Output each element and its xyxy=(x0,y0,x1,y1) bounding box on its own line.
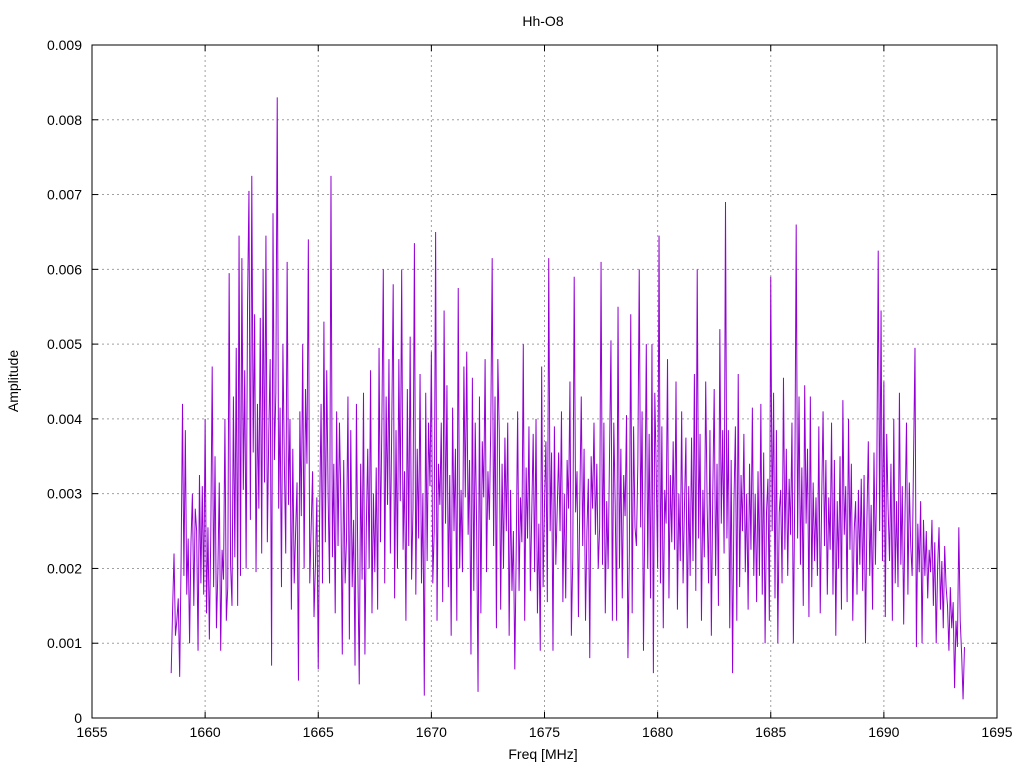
y-tick-label: 0.007 xyxy=(47,187,82,203)
x-tick-label: 1690 xyxy=(868,724,899,740)
x-tick-label: 1665 xyxy=(303,724,334,740)
y-tick-label: 0.005 xyxy=(47,336,82,352)
y-tick-label: 0.002 xyxy=(47,560,82,576)
series-layer xyxy=(170,97,965,700)
tick-labels: 1655 1660 1665 1670 1675 1680 1685 1690 1695 0 0.0… xyxy=(47,37,1013,740)
y-tick-label: 0.009 xyxy=(47,37,82,53)
x-axis-label: Freq [MHz] xyxy=(508,746,577,762)
y-tick-label: 0.004 xyxy=(47,411,82,427)
y-tick-label: 0.008 xyxy=(47,112,82,128)
x-tick-label: 1675 xyxy=(529,724,560,740)
x-tick-label: 1680 xyxy=(642,724,673,740)
x-tick-label: 1670 xyxy=(416,724,447,740)
x-tick-label: 1660 xyxy=(190,724,221,740)
x-tick-label: 1695 xyxy=(981,724,1012,740)
x-tick-label: 1685 xyxy=(755,724,786,740)
x-tick-label: 1655 xyxy=(76,724,107,740)
axis-ticks xyxy=(91,44,998,719)
y-tick-label: 0.003 xyxy=(47,486,82,502)
y-tick-label: 0.006 xyxy=(47,261,82,277)
y-axis-label: Amplitude xyxy=(5,350,21,412)
y-tick-label: 0.001 xyxy=(47,635,82,651)
chart-title: Hh-O8 xyxy=(522,13,563,29)
y-tick-label: 0 xyxy=(74,710,82,726)
series-line xyxy=(170,97,965,700)
